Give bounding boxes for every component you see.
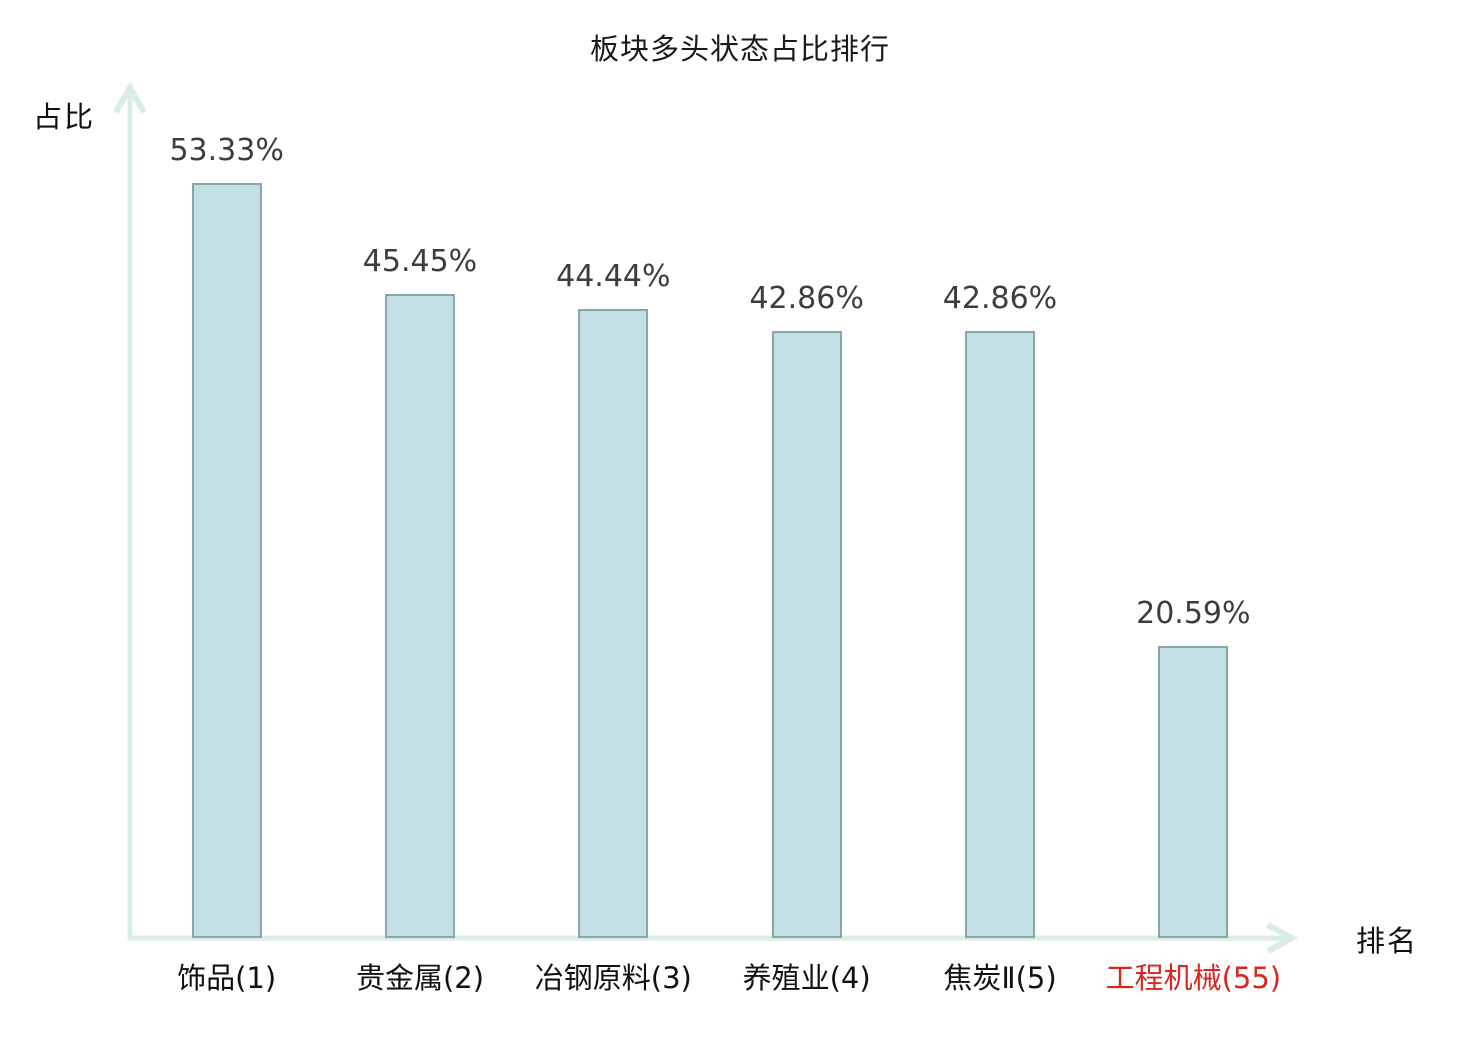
category-label: 工程机械(55) bbox=[1105, 961, 1282, 995]
bar bbox=[1158, 646, 1229, 938]
bar bbox=[771, 331, 842, 938]
category-label: 饰品(1) bbox=[177, 961, 277, 995]
category-label: 冶钢原料(3) bbox=[534, 961, 692, 995]
category-label: 养殖业(4) bbox=[742, 961, 871, 995]
category-label: 贵金属(2) bbox=[355, 961, 485, 995]
category-label: 焦炭Ⅱ(5) bbox=[943, 961, 1057, 995]
bar-value-label: 53.33% bbox=[169, 132, 284, 168]
bar-value-label: 44.44% bbox=[556, 258, 671, 294]
y-axis-arrow-icon bbox=[113, 82, 147, 114]
bar bbox=[191, 182, 262, 938]
bar-value-label: 42.86% bbox=[942, 281, 1058, 317]
bar bbox=[965, 331, 1035, 938]
bar-value-label: 20.59% bbox=[1136, 596, 1251, 632]
y-axis-label: 占比 bbox=[33, 100, 96, 134]
x-axis-label: 排名 bbox=[1356, 924, 1419, 958]
bar-value-label: 45.45% bbox=[362, 244, 478, 280]
bar bbox=[578, 308, 649, 938]
bar-value-label: 42.86% bbox=[749, 281, 864, 317]
bar bbox=[385, 294, 455, 938]
chart-title: 板块多头状态占比排行 bbox=[589, 32, 890, 66]
x-axis-arrow-icon bbox=[1266, 922, 1299, 954]
